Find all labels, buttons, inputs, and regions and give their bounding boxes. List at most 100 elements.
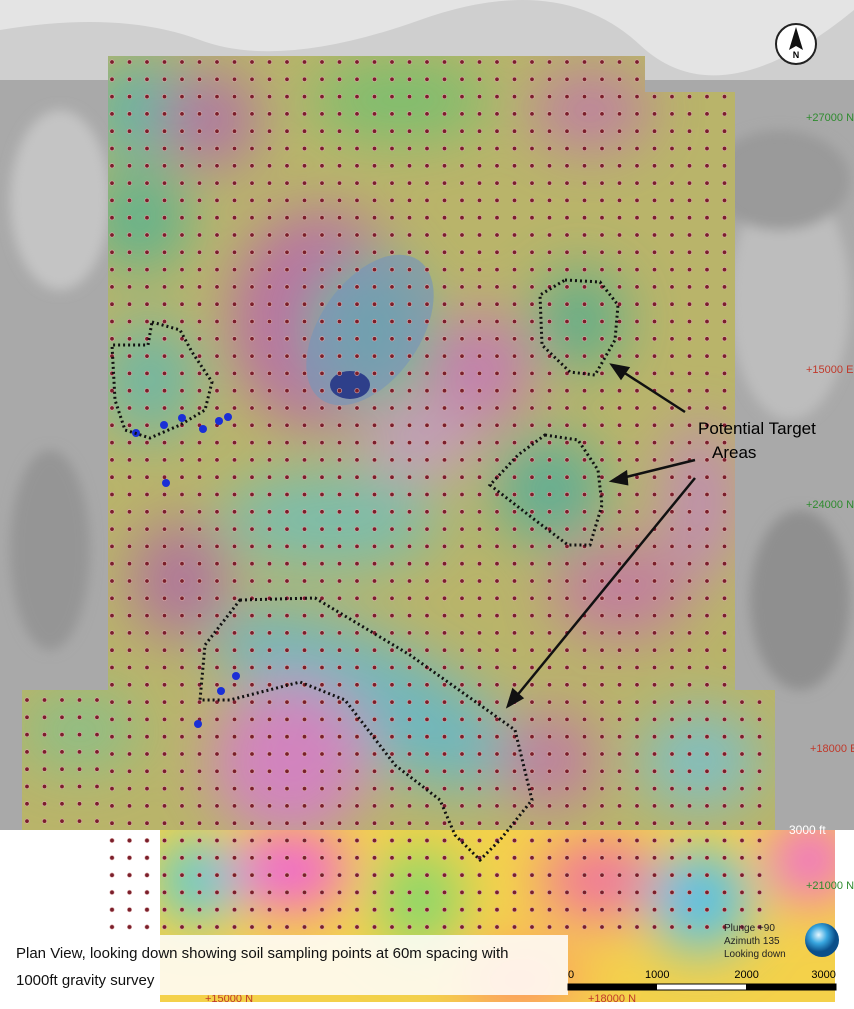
sample-point: [301, 837, 307, 843]
sample-point: [371, 872, 377, 878]
sample-point: [704, 924, 710, 930]
sample-point: [109, 249, 115, 255]
sample-point: [511, 595, 517, 601]
sample-point: [581, 855, 587, 861]
sample-point: [564, 803, 570, 809]
sample-point: [634, 163, 640, 169]
sample-point: [564, 301, 570, 307]
sample-point: [686, 907, 692, 913]
sample-point: [336, 872, 342, 878]
sample-point: [529, 855, 535, 861]
sample-point: [634, 664, 640, 670]
sample-point: [266, 94, 272, 100]
sample-point: [564, 682, 570, 688]
sample-point: [319, 284, 325, 290]
sample-point: [406, 111, 412, 117]
sample-point: [564, 440, 570, 446]
sample-point: [144, 94, 150, 100]
sample-point: [669, 889, 675, 895]
sample-point: [651, 163, 657, 169]
sample-point: [529, 405, 535, 411]
sample-point: [59, 714, 65, 720]
sample-point: [756, 889, 762, 895]
sample-point: [162, 837, 168, 843]
sample-point: [669, 613, 675, 619]
sample-point: [214, 613, 220, 619]
sample-point: [162, 59, 168, 65]
sample-point: [616, 457, 622, 463]
sample-point: [511, 578, 517, 584]
sample-point: [109, 786, 115, 792]
sample-point: [371, 94, 377, 100]
sample-point: [424, 180, 430, 186]
sample-point: [284, 630, 290, 636]
sample-point: [336, 457, 342, 463]
sample-point: [476, 422, 482, 428]
sample-point: [406, 336, 412, 342]
sample-point: [179, 336, 185, 342]
scale-bar: 0 1000 2000 3000: [567, 969, 837, 991]
sample-point: [529, 76, 535, 82]
sample-point: [389, 630, 395, 636]
sample-point: [546, 111, 552, 117]
sample-point: [441, 682, 447, 688]
sample-point: [564, 491, 570, 497]
sample-point: [721, 872, 727, 878]
sample-point: [511, 232, 517, 238]
sample-point: [336, 682, 342, 688]
sample-point: [127, 249, 133, 255]
sample-point: [371, 613, 377, 619]
sample-point: [564, 613, 570, 619]
sample-point: [144, 353, 150, 359]
sample-point: [249, 543, 255, 549]
sample-point: [77, 697, 83, 703]
sample-point: [179, 595, 185, 601]
sample-point: [494, 924, 500, 930]
sample-point: [564, 405, 570, 411]
sample-point: [634, 370, 640, 376]
sample-point: [197, 820, 203, 826]
sample-point: [266, 664, 272, 670]
sample-point: [494, 370, 500, 376]
sample-point: [197, 734, 203, 740]
sample-point: [651, 94, 657, 100]
sample-point: [197, 457, 203, 463]
sample-point: [494, 872, 500, 878]
sample-point: [162, 284, 168, 290]
sample-point: [669, 647, 675, 653]
sample-point: [232, 163, 238, 169]
sample-point: [371, 249, 377, 255]
sample-point: [162, 318, 168, 324]
sample-point: [197, 561, 203, 567]
sample-point: [336, 94, 342, 100]
sample-point: [144, 664, 150, 670]
sample-point: [179, 907, 185, 913]
sample-point: [406, 388, 412, 394]
sample-point: [564, 388, 570, 394]
sample-point: [266, 699, 272, 705]
sample-point: [616, 422, 622, 428]
sample-point: [494, 907, 500, 913]
sample-point: [197, 889, 203, 895]
sample-point: [232, 301, 238, 307]
sample-point: [669, 422, 675, 428]
sample-point: [336, 491, 342, 497]
sample-point: [214, 561, 220, 567]
sample-point: [476, 872, 482, 878]
sample-point: [581, 301, 587, 307]
sample-point: [459, 647, 465, 653]
sample-point: [721, 128, 727, 134]
sample-point: [284, 76, 290, 82]
sample-point: [511, 197, 517, 203]
sample-point: [354, 613, 360, 619]
sample-point: [232, 803, 238, 809]
sample-point: [249, 803, 255, 809]
sample-point: [301, 370, 307, 376]
sample-point: [197, 232, 203, 238]
sample-point: [529, 491, 535, 497]
sample-point: [162, 491, 168, 497]
sample-point: [581, 146, 587, 152]
sample-point: [494, 197, 500, 203]
sample-point: [266, 924, 272, 930]
caption: Plan View, looking down showing soil sam…: [16, 945, 509, 962]
